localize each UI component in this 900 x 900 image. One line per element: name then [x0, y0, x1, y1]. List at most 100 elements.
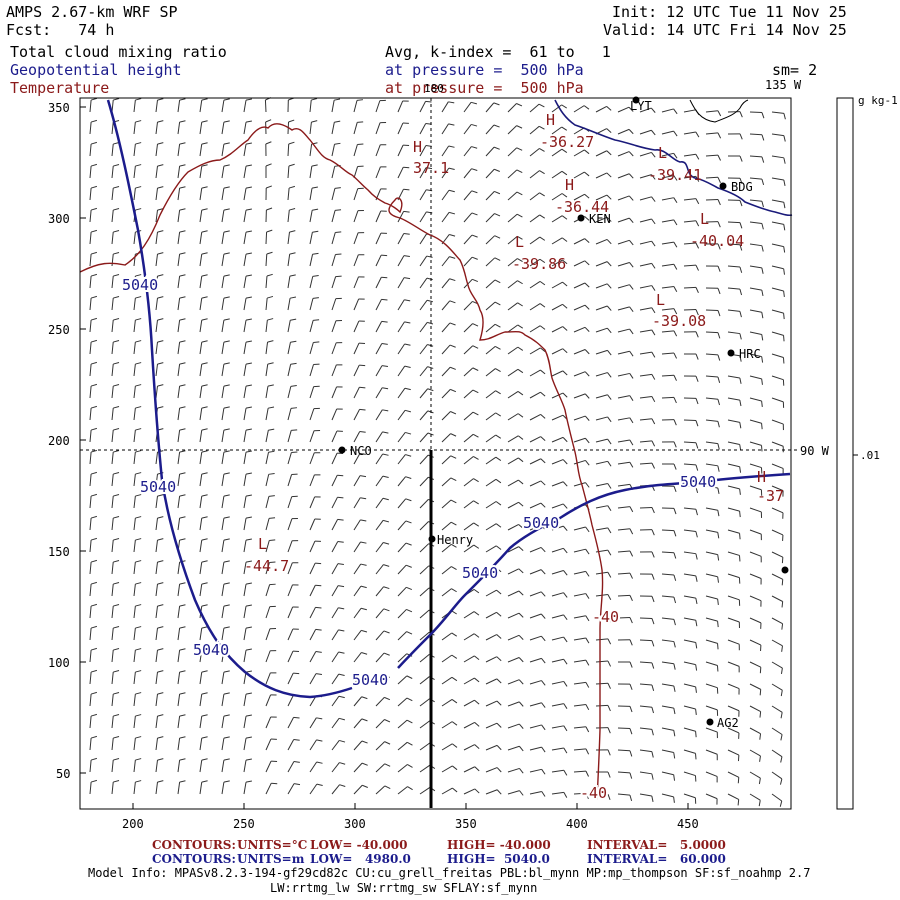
- wind-barb-staff: [463, 124, 472, 135]
- extremum-h3: H: [565, 176, 574, 194]
- wind-barb-flag: [450, 411, 457, 415]
- height-contour-5040-west: [106, 99, 353, 699]
- wind-barb-staff: [441, 765, 453, 773]
- wind-barb-staff: [331, 232, 336, 245]
- wind-barb-flag: [739, 222, 743, 229]
- wind-barb-flag: [223, 186, 230, 189]
- wind-barb-flag: [201, 494, 208, 497]
- wind-barb-flag: [783, 135, 786, 142]
- wind-barb-flag: [541, 702, 546, 708]
- wind-barb-flag: [739, 466, 742, 473]
- wind-barb-flag: [562, 348, 568, 354]
- station-ag2-dot[interactable]: [706, 718, 714, 726]
- wind-barb-staff: [155, 452, 158, 465]
- wind-barb-staff: [221, 650, 225, 663]
- wind-barb-staff: [331, 607, 339, 619]
- wind-barb-staff: [243, 474, 247, 487]
- wind-barb-staff: [199, 210, 203, 223]
- wind-barb-staff: [375, 409, 383, 421]
- wind-barb-staff: [177, 232, 181, 245]
- station-nco-dot[interactable]: [338, 446, 346, 454]
- wind-barb-staff: [683, 705, 696, 710]
- wind-barb-staff: [551, 592, 564, 597]
- wind-barb-flag: [695, 553, 698, 560]
- wind-barb-flag: [223, 670, 230, 673]
- station-lyt-dot[interactable]: [632, 96, 640, 104]
- wind-barb-flag: [517, 280, 523, 285]
- station-ken-dot[interactable]: [577, 214, 585, 222]
- wind-barb-flag: [695, 331, 699, 338]
- wind-barb-flag: [585, 637, 590, 644]
- wind-barb-flag: [291, 429, 298, 431]
- wind-barb-flag: [540, 347, 546, 352]
- wind-barb-staff: [89, 496, 92, 509]
- wind-barb-flag: [334, 98, 341, 101]
- wind-barb-staff: [617, 749, 631, 752]
- wind-barb-staff: [309, 298, 314, 311]
- wind-barb-staff: [573, 238, 585, 245]
- wind-barb-flag: [245, 230, 252, 233]
- station-henry-dot[interactable]: [428, 535, 436, 543]
- wind-barb-staff: [485, 678, 498, 685]
- wind-barb-flag: [563, 570, 568, 576]
- wind-barb-flag: [695, 686, 697, 693]
- wind-barb-flag: [629, 350, 634, 357]
- height-label-5: 5040: [462, 564, 498, 582]
- wind-barb-flag: [311, 120, 318, 123]
- wind-barb-flag: [629, 284, 634, 290]
- wind-barb-staff: [375, 144, 381, 157]
- wind-barb-staff: [243, 298, 247, 311]
- wind-barb-staff: [595, 305, 608, 311]
- wind-barb-flag: [496, 656, 502, 662]
- wind-barb-staff: [441, 699, 453, 707]
- wind-barb-staff: [551, 636, 564, 641]
- wind-barb-staff: [573, 326, 586, 333]
- wind-barb-staff: [353, 166, 359, 179]
- wind-barb-staff: [397, 476, 406, 487]
- wind-barb-staff: [661, 771, 674, 776]
- wind-barb-flag: [584, 326, 590, 332]
- wind-barb-flag: [474, 744, 480, 749]
- wind-barb-staff: [89, 408, 92, 421]
- wind-barb-staff: [595, 483, 608, 487]
- wind-barb-staff: [177, 188, 181, 201]
- station-bdg-label: BDG: [731, 180, 753, 194]
- wind-barb-flag: [585, 682, 590, 688]
- wind-barb-flag: [780, 667, 783, 675]
- wind-barb-staff: [331, 497, 338, 509]
- wind-barb-staff: [375, 608, 385, 619]
- wind-barb-flag: [245, 670, 252, 673]
- wind-barb-flag: [157, 758, 164, 761]
- extremum-l5: L: [258, 535, 267, 553]
- wind-barb-staff: [749, 309, 762, 313]
- wind-barb-flag: [737, 799, 740, 806]
- wind-barb-staff: [331, 166, 336, 179]
- extremum-h1: H: [413, 138, 422, 156]
- wind-barb-flag: [472, 389, 479, 394]
- station-unnamed-dot[interactable]: [781, 566, 789, 574]
- wind-barb-flag: [695, 198, 700, 205]
- wind-barb-staff: [265, 430, 269, 443]
- wind-barb-flag: [761, 445, 763, 452]
- wind-barb-staff: [441, 787, 453, 795]
- wind-barb-flag: [695, 153, 700, 160]
- wind-barb-staff: [573, 526, 586, 531]
- wind-barb-flag: [135, 208, 142, 211]
- wind-barb-flag: [673, 330, 678, 337]
- wind-barb-flag: [783, 179, 786, 186]
- wind-barb-flag: [449, 256, 456, 259]
- wind-barb-flag: [695, 309, 699, 316]
- wind-barb-flag: [157, 780, 164, 783]
- wind-barb-staff: [375, 321, 383, 333]
- wind-barb-flag: [496, 567, 502, 573]
- wind-barb-flag: [518, 723, 524, 729]
- wind-barb-flag: [717, 288, 721, 295]
- station-bdg-dot[interactable]: [719, 182, 727, 190]
- station-hrc-dot[interactable]: [727, 349, 735, 357]
- wind-barb-staff: [727, 397, 740, 401]
- init-time: Init: 12 UTC Tue 11 Nov 25: [612, 3, 847, 21]
- wind-barb-staff: [155, 320, 158, 333]
- wind-barb-staff: [771, 133, 784, 137]
- wind-barb-flag: [472, 323, 479, 327]
- wind-barb-flag: [607, 416, 612, 423]
